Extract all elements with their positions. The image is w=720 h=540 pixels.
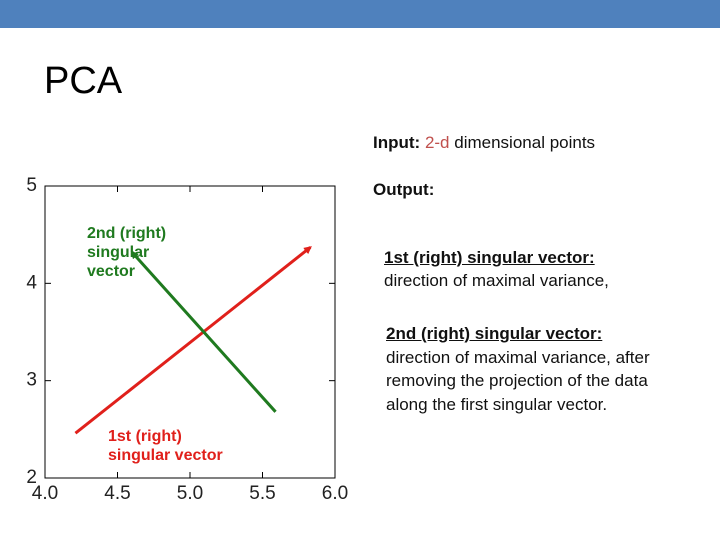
y-tick-label: 2	[26, 467, 37, 488]
vector-line	[130, 250, 277, 413]
item: 2nd (right) singular vector: direction of…	[386, 322, 676, 416]
vector-line	[74, 246, 312, 435]
input-line: Input: 2-d dimensional points	[373, 133, 595, 153]
input-text: dimensional points	[454, 133, 596, 152]
annotation: 1st (right) singular vector	[108, 428, 223, 464]
item-heading: 2nd (right) singular vector:	[386, 324, 603, 343]
y-tick-label: 5	[26, 175, 37, 196]
annotation: 2nd (right) singular vector	[87, 225, 167, 280]
x-tick-label: 6.0	[322, 483, 348, 504]
x-tick-label: 4.5	[104, 483, 130, 504]
input-highlight: 2-d	[424, 133, 450, 152]
item-text: direction of maximal variance, after rem…	[386, 347, 650, 414]
top-bar	[0, 0, 720, 28]
item-heading: 1st (right) singular vector:	[384, 248, 595, 267]
x-tick-label: 4.0	[32, 483, 58, 504]
y-tick-label: 3	[26, 370, 37, 391]
output-label: Output:	[373, 180, 435, 199]
x-tick-label: 5.0	[177, 483, 203, 504]
input-label: Input:	[373, 133, 421, 152]
slide-title: PCA	[44, 60, 123, 102]
item: 1st (right) singular vector: direction of…	[384, 246, 684, 292]
x-tick-label: 5.5	[249, 483, 275, 504]
item-text: direction of maximal variance,	[384, 271, 609, 290]
y-tick-label: 4	[26, 272, 37, 293]
